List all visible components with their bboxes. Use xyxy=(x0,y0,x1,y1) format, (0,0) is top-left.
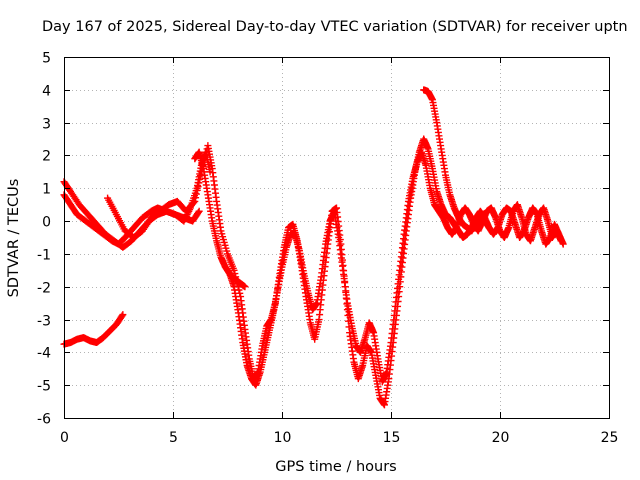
y-tick-label: -2 xyxy=(37,281,51,297)
y-tick-label: 5 xyxy=(42,51,51,67)
y-tick-label: -1 xyxy=(37,248,51,264)
plot-frame xyxy=(64,57,610,419)
data-point xyxy=(118,312,126,320)
data-point xyxy=(241,283,249,291)
x-tick-label: 0 xyxy=(60,430,69,446)
data-point xyxy=(195,179,203,187)
x-axis-label: GPS time / hours xyxy=(275,459,396,475)
data-point xyxy=(192,194,200,202)
data-point xyxy=(201,151,209,159)
data-point xyxy=(194,208,202,216)
y-tick-label: 3 xyxy=(42,117,51,133)
x-tick-label: 5 xyxy=(169,430,178,446)
data-point xyxy=(191,197,199,205)
data-point xyxy=(196,175,204,183)
data-points xyxy=(60,86,567,409)
data-point xyxy=(193,186,201,194)
y-axis-label: SDTVAR / TECUs xyxy=(6,179,22,298)
y-tick-label: 2 xyxy=(42,149,51,165)
data-point xyxy=(485,224,493,232)
x-tick-label: 25 xyxy=(601,430,619,446)
data-point xyxy=(192,190,200,198)
y-axis-tick-labels: 5 4 3 2 1 0 -1 -2 -3 -4 -5 -6 xyxy=(37,51,51,428)
y-tick-label: -4 xyxy=(37,346,51,362)
data-point xyxy=(194,183,202,191)
y-tick-label: -5 xyxy=(37,379,51,395)
x-axis-tick-labels: 0 5 10 15 20 25 xyxy=(60,430,618,446)
data-point xyxy=(190,199,198,207)
y-tick-label: 0 xyxy=(42,215,51,231)
data-point xyxy=(195,207,203,215)
y-tick-label: -6 xyxy=(37,412,51,428)
data-point xyxy=(119,311,127,319)
axis-ticks xyxy=(64,57,610,419)
x-tick-label: 20 xyxy=(492,430,510,446)
series-trace-5 xyxy=(60,311,127,348)
y-tick-label: 1 xyxy=(42,182,51,198)
data-point xyxy=(557,237,565,245)
x-tick-label: 10 xyxy=(274,430,292,446)
series-trace-7 xyxy=(420,86,493,235)
y-tick-label: -3 xyxy=(37,314,51,330)
series-trace-3 xyxy=(104,135,567,409)
y-tick-label: 4 xyxy=(42,84,51,100)
data-point xyxy=(230,266,238,274)
series-trace-6 xyxy=(224,266,249,291)
chart-title: Day 167 of 2025, Sidereal Day-to-day VTE… xyxy=(42,19,628,35)
x-tick-label: 15 xyxy=(383,430,401,446)
series-trace-4 xyxy=(191,148,565,389)
